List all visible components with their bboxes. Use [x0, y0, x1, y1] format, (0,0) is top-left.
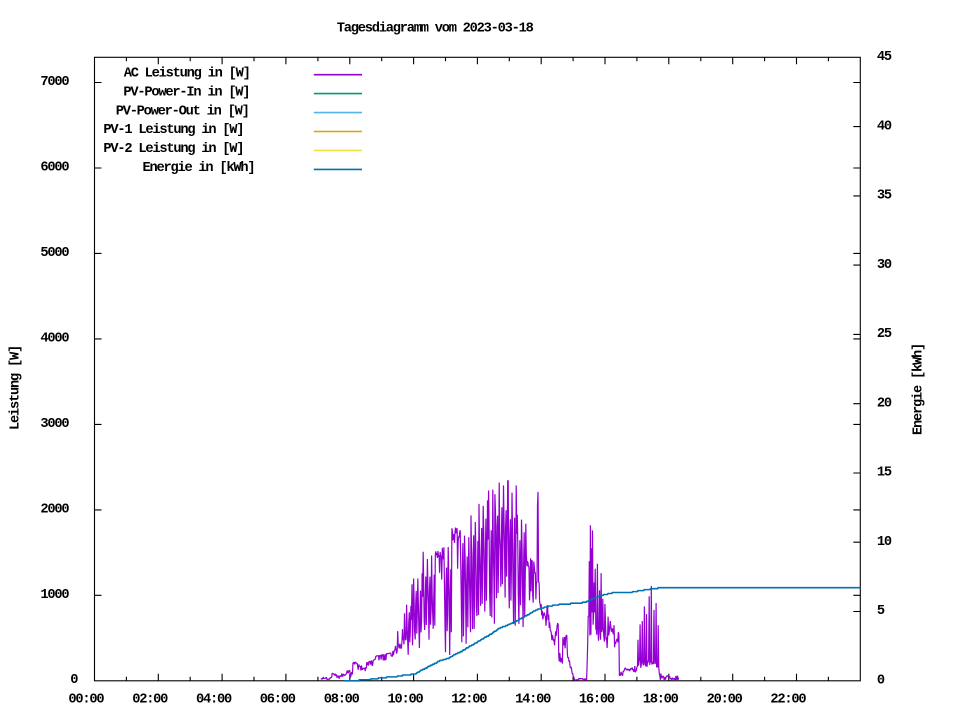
- svg-text:AC Leistung in [W]: AC Leistung in [W]: [124, 66, 250, 81]
- svg-text:00:00: 00:00: [68, 692, 104, 707]
- svg-text:08:00: 08:00: [324, 692, 360, 707]
- svg-text:40: 40: [877, 119, 892, 134]
- svg-text:7000: 7000: [40, 75, 69, 90]
- svg-text:12:00: 12:00: [451, 692, 487, 707]
- svg-text:10: 10: [877, 535, 892, 550]
- svg-text:2000: 2000: [40, 503, 69, 518]
- svg-text:25: 25: [877, 327, 892, 342]
- svg-text:0: 0: [877, 674, 885, 689]
- svg-text:5: 5: [877, 604, 885, 619]
- svg-text:PV-Power-Out in [W]: PV-Power-Out in [W]: [116, 104, 249, 119]
- svg-text:Leistung [W]: Leistung [W]: [8, 346, 23, 430]
- svg-text:14:00: 14:00: [515, 692, 551, 707]
- svg-text:3000: 3000: [40, 417, 69, 432]
- svg-text:35: 35: [877, 189, 892, 204]
- svg-text:18:00: 18:00: [643, 692, 679, 707]
- svg-text:04:00: 04:00: [196, 692, 232, 707]
- svg-text:06:00: 06:00: [260, 692, 296, 707]
- svg-text:Energie [kWh]: Energie [kWh]: [911, 344, 926, 435]
- svg-text:16:00: 16:00: [579, 692, 615, 707]
- svg-text:20:00: 20:00: [707, 692, 743, 707]
- svg-text:0: 0: [70, 673, 78, 688]
- svg-text:20: 20: [877, 396, 892, 411]
- svg-text:10:00: 10:00: [388, 692, 424, 707]
- svg-text:6000: 6000: [40, 161, 69, 176]
- svg-text:15: 15: [877, 466, 892, 481]
- svg-text:Tagesdiagramm vom 2023-03-18: Tagesdiagramm vom 2023-03-18: [337, 22, 534, 37]
- svg-text:22:00: 22:00: [770, 692, 806, 707]
- svg-text:Energie in [kWh]: Energie in [kWh]: [142, 161, 254, 176]
- svg-text:5000: 5000: [40, 246, 69, 261]
- svg-text:PV-1 Leistung in [W]: PV-1 Leistung in [W]: [103, 123, 243, 138]
- svg-text:45: 45: [877, 50, 892, 65]
- svg-text:4000: 4000: [40, 332, 69, 347]
- svg-text:30: 30: [877, 258, 892, 273]
- svg-text:1000: 1000: [40, 588, 69, 603]
- svg-text:02:00: 02:00: [132, 692, 168, 707]
- svg-text:PV-Power-In in [W]: PV-Power-In in [W]: [123, 85, 249, 100]
- svg-text:PV-2 Leistung in [W]: PV-2 Leistung in [W]: [103, 142, 243, 157]
